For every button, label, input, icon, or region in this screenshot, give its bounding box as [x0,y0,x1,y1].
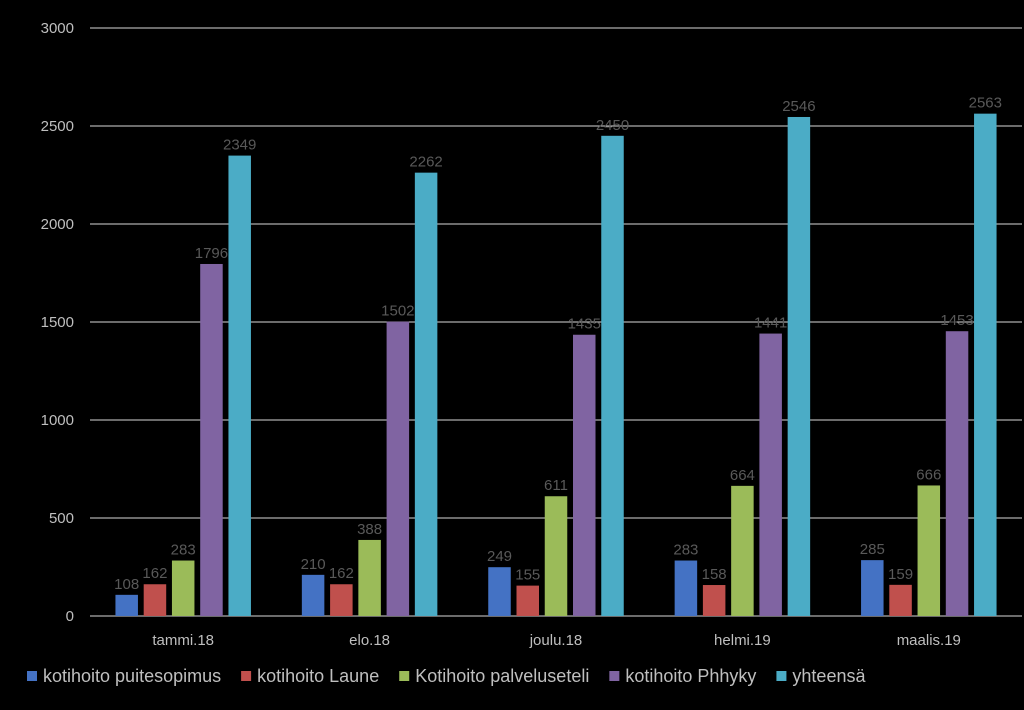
bar [573,334,596,616]
data-label: 2262 [409,154,442,171]
y-tick-label: 500 [49,510,74,527]
bar [945,331,969,616]
data-label: 285 [860,541,885,558]
data-label: 611 [544,477,568,494]
bar [544,496,568,616]
x-tick-label: helmi.19 [714,632,771,649]
y-tick-label: 2000 [41,216,74,233]
bar [759,333,782,616]
data-label: 1502 [381,303,414,320]
data-label: 108 [114,576,139,593]
x-axis-ticks: tammi.18 elo.18 joulu.18 helmi.19 maalis.19 [152,632,961,649]
data-label: 664 [730,467,755,484]
bar [861,560,884,616]
data-label: 283 [673,542,698,559]
data-label: 2546 [782,98,815,115]
data-label: 388 [357,521,382,538]
legend-label: kotihoito Laune [257,666,379,686]
bar [171,560,195,616]
legend-swatch [399,671,410,681]
bar [787,116,811,616]
bar [200,263,223,616]
x-tick-label: tammi.18 [152,632,214,649]
x-tick-label: elo.18 [349,632,390,649]
bar [702,585,726,616]
data-label: 159 [888,566,913,583]
data-label: 666 [916,466,941,483]
bar [488,567,511,616]
bar [516,585,539,616]
bar [974,113,997,616]
data-label: 2563 [969,95,1002,112]
data-label: 1435 [568,316,601,333]
legend-label: yhteensä [792,666,866,686]
data-label: 2450 [596,117,629,134]
legend-swatch [776,671,787,681]
legend-swatch [27,671,37,681]
bars [115,113,997,617]
y-tick-label: 1000 [41,412,74,429]
legend-swatch [609,671,620,681]
data-label: 283 [171,542,196,559]
bar [674,560,698,616]
y-tick-label: 2500 [41,118,74,135]
x-tick-label: maalis.19 [897,632,961,649]
legend-label: kotihoito Phhyky [625,666,756,686]
legend: kotihoito puitesopimus kotihoito Laune Kot… [27,666,866,686]
y-tick-label: 1500 [41,314,74,331]
legend-label: Kotihoito palveluseteli [415,666,589,686]
bar [601,135,624,617]
y-tick-label: 0 [66,608,74,625]
data-label: 158 [702,566,727,583]
data-label: 249 [487,548,512,565]
bar [917,485,941,616]
y-axis-ticks: 0 500 1000 1500 2000 2500 3000 [41,20,74,625]
bar [228,155,251,616]
x-tick-label: joulu.18 [529,632,583,649]
bar [115,594,138,616]
data-label: 210 [301,556,326,573]
data-label: 1796 [195,245,228,262]
legend-label: kotihoito puitesopimus [43,666,221,686]
bar [731,485,754,616]
data-label: 2349 [223,137,256,154]
bar [143,584,167,616]
bar [414,172,438,616]
data-label: 162 [329,565,354,582]
data-label: 1441 [754,315,787,332]
bar [301,574,325,616]
data-labels: 1081622831796234921016238815022262249155… [114,95,1002,593]
legend-swatch [241,671,252,681]
bar [889,584,912,616]
bar [386,321,410,616]
data-label: 1453 [940,312,973,329]
bar [358,539,381,616]
y-tick-label: 3000 [41,20,74,37]
data-label: 162 [142,565,167,582]
bar [330,584,353,616]
data-label: 155 [515,567,540,584]
